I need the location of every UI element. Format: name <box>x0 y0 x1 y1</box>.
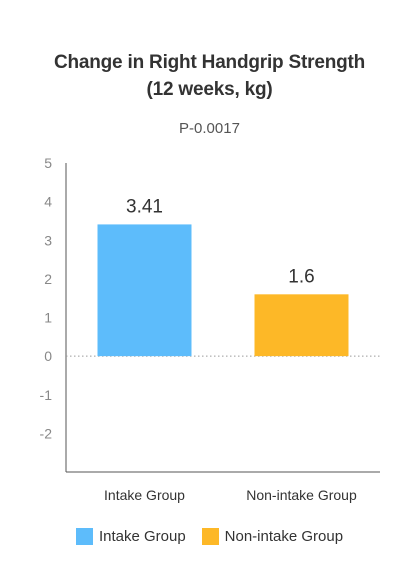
bars <box>97 224 349 357</box>
category-label-intake: Intake Group <box>104 487 185 503</box>
y-tick-label: 3 <box>44 232 52 248</box>
category-labels: Intake Group Non-intake Group <box>104 487 357 503</box>
bar-intake[interactable] <box>97 224 192 357</box>
legend-label-intake: Intake Group <box>98 528 186 545</box>
chart-title: Change in Right Handgrip Strength <box>53 52 366 73</box>
legend-swatch-intake <box>75 528 93 545</box>
y-tick-label: 1 <box>44 310 52 326</box>
legend-item-intake[interactable]: Intake Group <box>75 528 186 545</box>
p-value-annotation: P-0.0017 <box>179 120 240 137</box>
y-tick-label: -2 <box>40 425 53 441</box>
y-tick-label: 4 <box>44 194 52 210</box>
chart-subtitle: (12 weeks, kg) <box>146 79 273 100</box>
legend-label-non-intake: Non-intake Group <box>224 528 344 545</box>
category-label-non-intake: Non-intake Group <box>246 487 357 503</box>
y-axis-ticks: 5 4 3 2 1 0 -1 -2 <box>40 155 53 441</box>
bar-non-intake[interactable] <box>254 294 349 357</box>
y-tick-label: 5 <box>44 155 52 171</box>
data-labels: 3.41 1.6 <box>126 196 315 287</box>
legend-swatch-non-intake <box>201 528 219 545</box>
data-label-non-intake: 1.6 <box>288 266 314 287</box>
y-tick-label: 0 <box>44 348 52 364</box>
legend: Intake Group Non-intake Group <box>0 528 419 545</box>
data-label-intake: 3.41 <box>126 196 163 217</box>
y-tick-label: -1 <box>40 387 53 403</box>
y-tick-label: 2 <box>44 271 52 287</box>
legend-item-non-intake[interactable]: Non-intake Group <box>201 528 344 545</box>
